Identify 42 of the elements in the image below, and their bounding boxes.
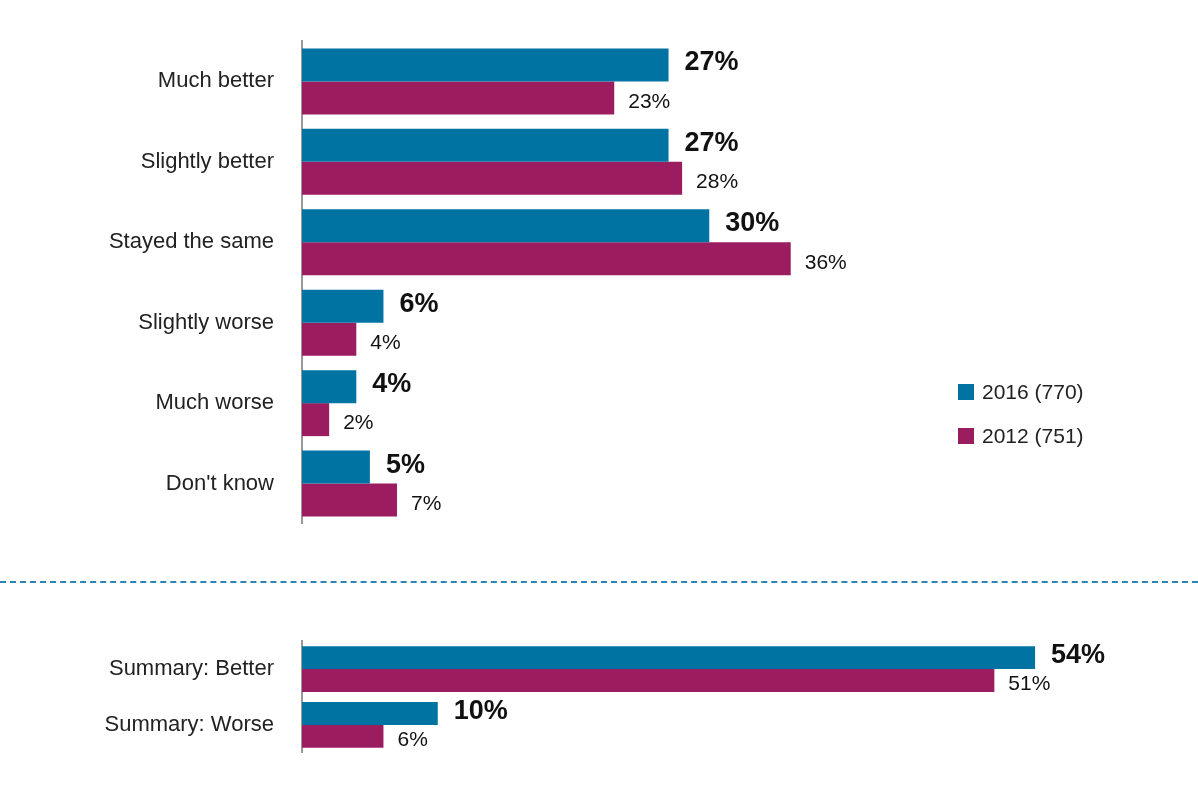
y-tick-label: Summary: Worse: [104, 710, 274, 736]
bar: [302, 289, 384, 323]
bar: [302, 450, 370, 484]
data-label: 5%: [385, 448, 425, 479]
data-label: 28%: [696, 169, 739, 193]
legend-label: 2012 (751): [982, 424, 1084, 448]
bar: [302, 48, 669, 82]
data-label: 36%: [804, 249, 847, 273]
bar: [302, 403, 330, 437]
data-label: 27%: [684, 46, 739, 77]
bar: [302, 322, 357, 356]
legend-label: 2016 (770): [982, 380, 1084, 404]
y-tick-label: Slightly better: [140, 147, 274, 173]
data-label: 4%: [372, 368, 412, 399]
y-tick-label: Stayed the same: [108, 228, 274, 254]
bar: [302, 209, 710, 243]
bar: [302, 646, 1036, 670]
y-tick-label: Summary: Better: [108, 655, 274, 681]
bar: [302, 483, 398, 517]
bar: [302, 128, 669, 162]
data-label: 54%: [1051, 639, 1106, 670]
data-label: 2%: [343, 410, 374, 434]
bar: [302, 81, 615, 115]
bar: [302, 161, 683, 195]
y-tick-label: Much worse: [155, 389, 274, 415]
data-label: 27%: [684, 126, 739, 157]
bar: [302, 370, 357, 404]
bar: [302, 669, 995, 692]
data-label: 7%: [411, 490, 442, 514]
data-label: 4%: [370, 330, 401, 353]
y-tick-label: Slightly worse: [138, 308, 274, 334]
y-tick-label: Much better: [157, 67, 274, 93]
data-label: 6%: [397, 727, 428, 751]
data-label: 6%: [399, 287, 439, 318]
y-tick-label: Don't know: [165, 469, 275, 495]
bar: [302, 724, 384, 748]
bar: [302, 702, 438, 725]
data-label: 23%: [628, 88, 671, 112]
data-label: 30%: [725, 207, 780, 238]
data-label: 51%: [1008, 671, 1051, 695]
bar: [302, 242, 791, 276]
data-label: 10%: [453, 694, 508, 725]
